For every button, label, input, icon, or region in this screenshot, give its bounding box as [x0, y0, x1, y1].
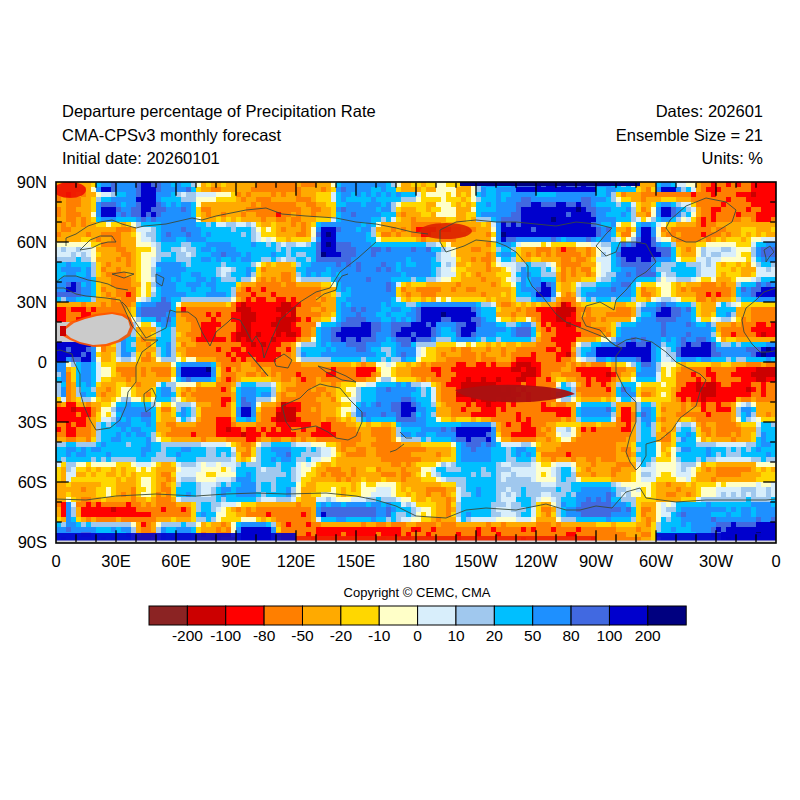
svg-text:150E: 150E: [337, 552, 376, 570]
svg-text:50: 50: [524, 627, 542, 644]
svg-text:150W: 150W: [454, 552, 498, 570]
svg-text:30N: 30N: [17, 293, 47, 311]
svg-text:30E: 30E: [101, 552, 130, 570]
svg-text:180: 180: [402, 552, 430, 570]
svg-text:Initial date: 20260101: Initial date: 20260101: [62, 149, 220, 167]
svg-text:0: 0: [771, 552, 780, 570]
svg-text:-50: -50: [291, 627, 314, 644]
svg-text:90E: 90E: [221, 552, 250, 570]
svg-text:-10: -10: [368, 627, 391, 644]
svg-text:Departure percentage of Precip: Departure percentage of Precipitation Ra…: [62, 102, 376, 120]
svg-text:Units: %: Units: %: [702, 149, 764, 167]
svg-text:120W: 120W: [514, 552, 558, 570]
svg-text:90W: 90W: [579, 552, 613, 570]
svg-text:100: 100: [597, 627, 623, 644]
svg-text:120E: 120E: [277, 552, 316, 570]
svg-text:0: 0: [51, 552, 60, 570]
svg-text:30W: 30W: [699, 552, 733, 570]
svg-text:80: 80: [562, 627, 580, 644]
svg-text:60S: 60S: [18, 473, 47, 491]
svg-text:90S: 90S: [18, 533, 47, 551]
svg-text:60E: 60E: [161, 552, 190, 570]
svg-text:-20: -20: [330, 627, 353, 644]
svg-text:Dates: 202601: Dates: 202601: [656, 102, 763, 120]
svg-text:90N: 90N: [17, 173, 47, 191]
svg-text:200: 200: [635, 627, 661, 644]
svg-text:-100: -100: [210, 627, 241, 644]
svg-text:Copyright © CEMC, CMA: Copyright © CEMC, CMA: [344, 585, 491, 600]
svg-text:0: 0: [413, 627, 422, 644]
svg-text:-200: -200: [172, 627, 203, 644]
svg-text:0: 0: [38, 353, 47, 371]
svg-text:60W: 60W: [639, 552, 673, 570]
svg-text:Ensemble Size = 21: Ensemble Size = 21: [616, 126, 763, 144]
svg-text:30S: 30S: [18, 413, 47, 431]
svg-text:20: 20: [486, 627, 504, 644]
svg-text:-80: -80: [253, 627, 276, 644]
svg-text:CMA-CPSv3 monthly forecast: CMA-CPSv3 monthly forecast: [62, 126, 282, 144]
svg-text:10: 10: [447, 627, 465, 644]
svg-text:60N: 60N: [17, 233, 47, 251]
